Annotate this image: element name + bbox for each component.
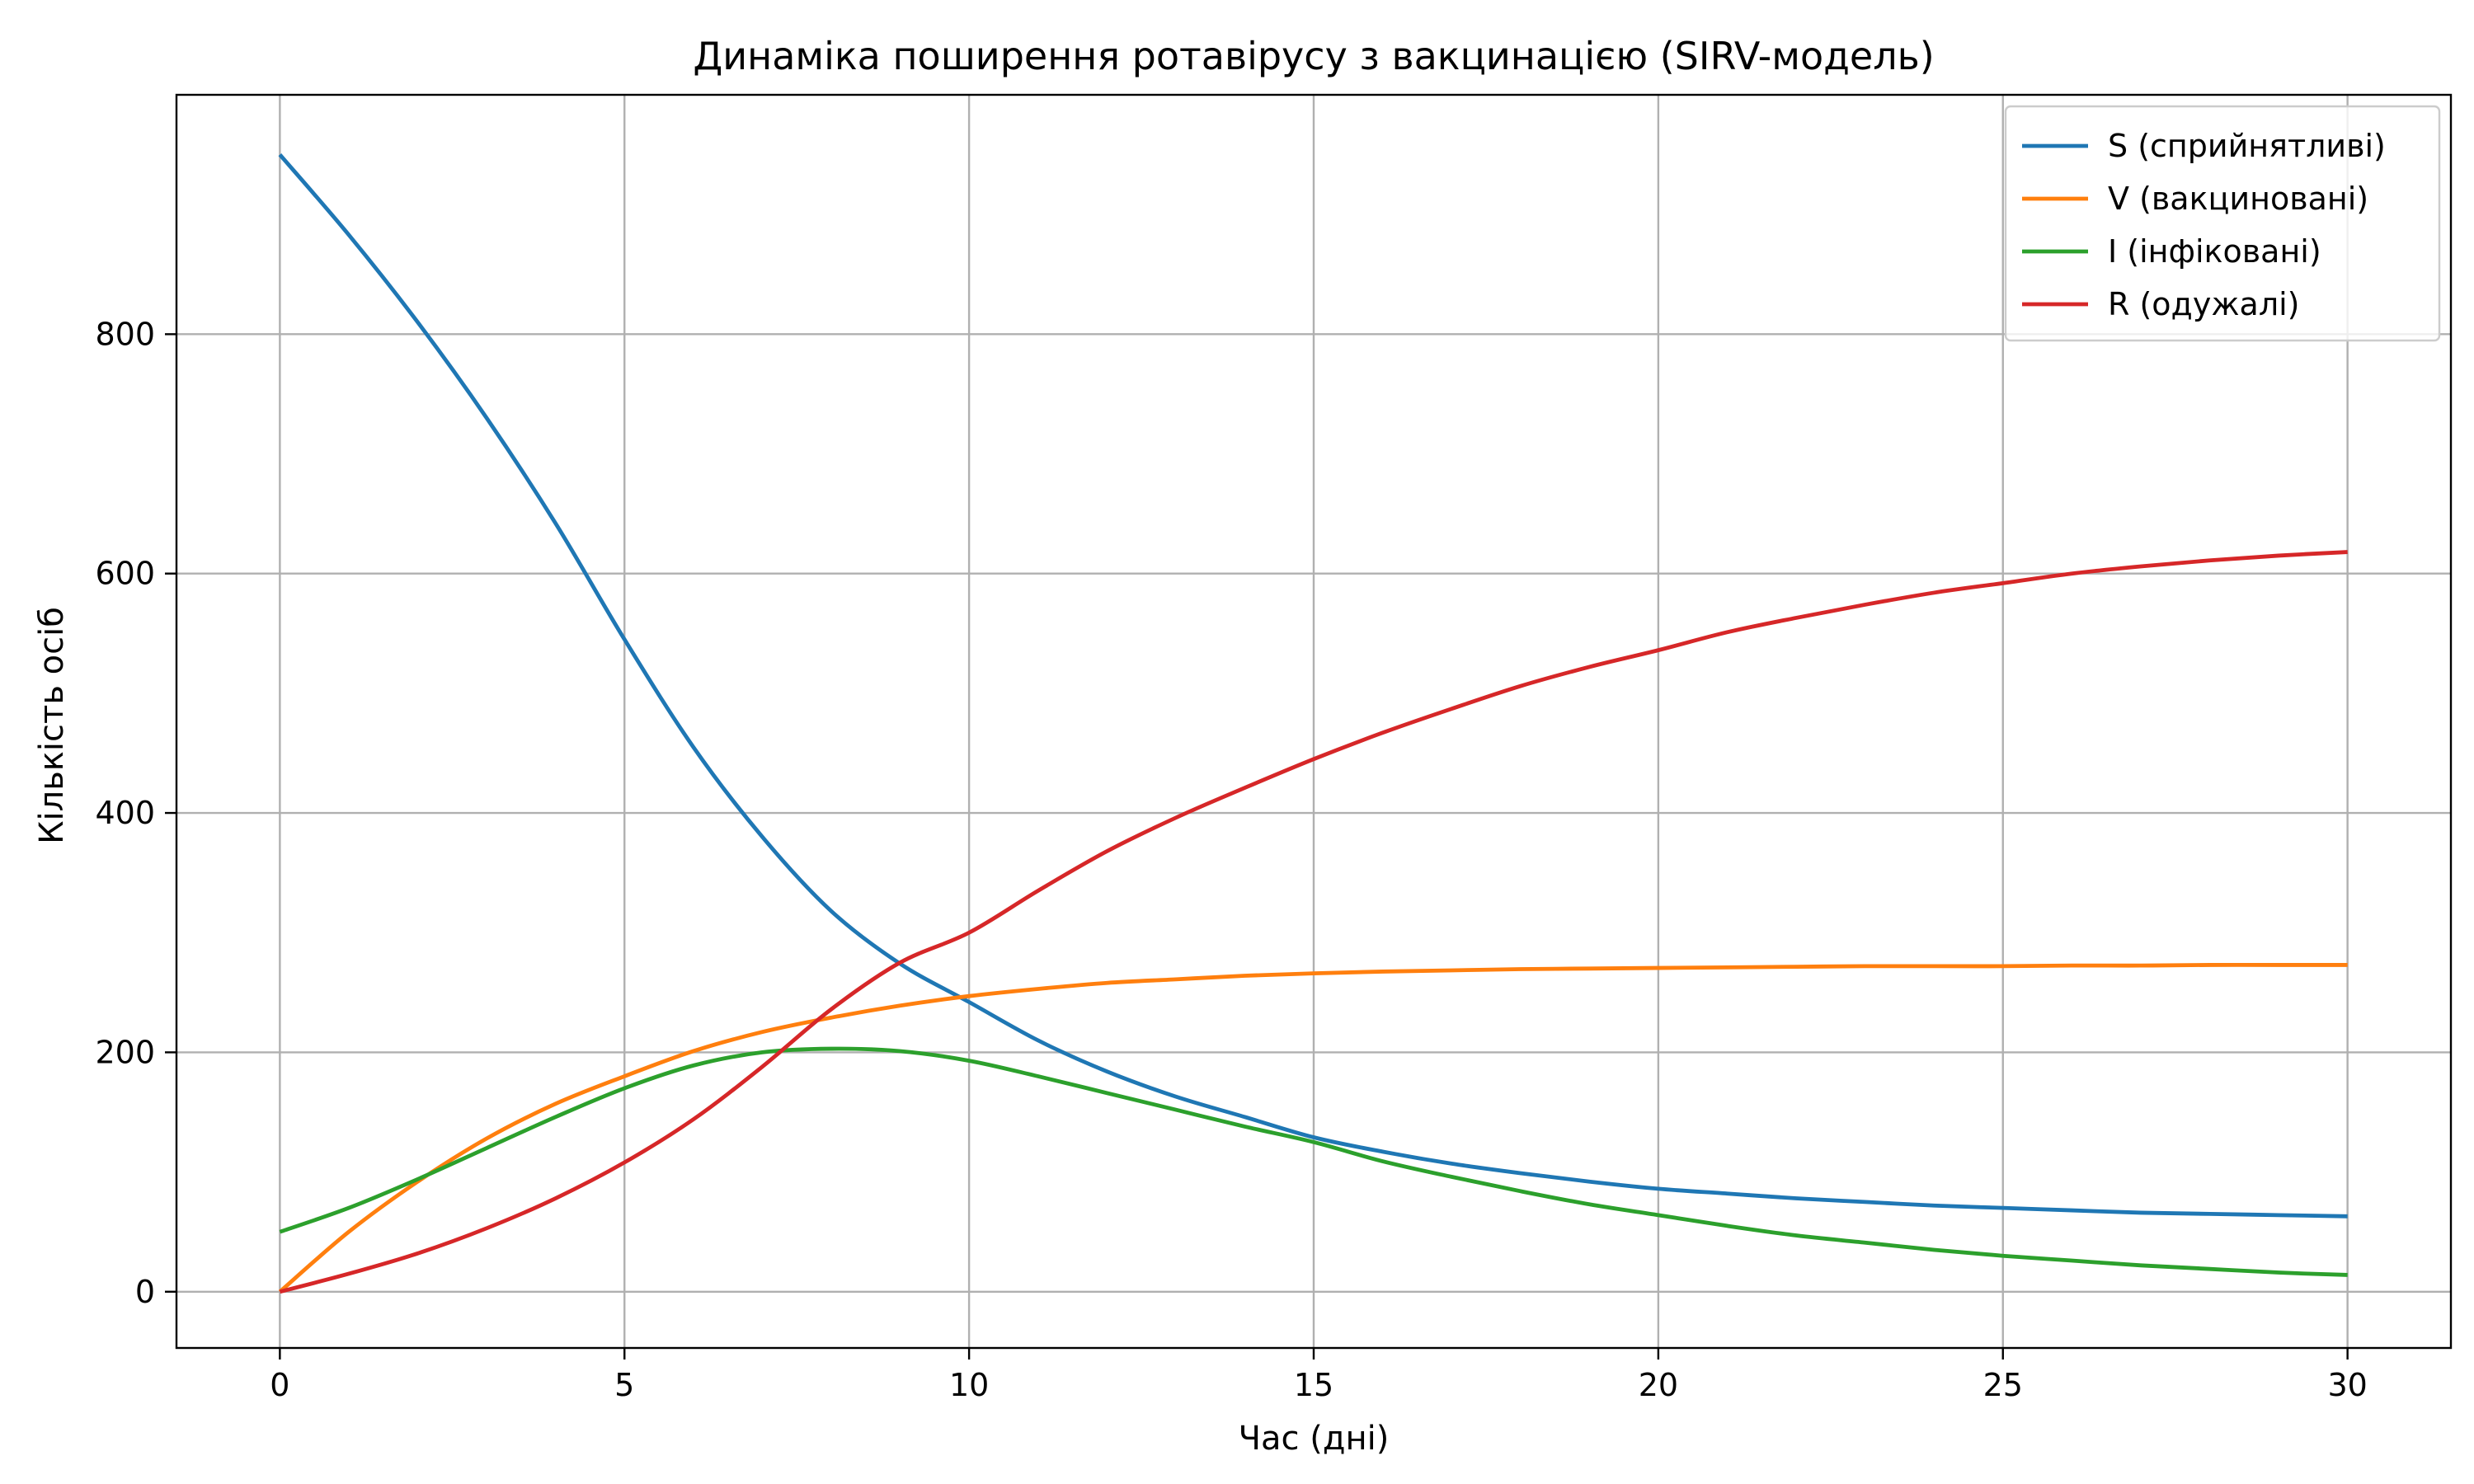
x-tick-label: 25 xyxy=(1983,1367,2023,1403)
x-tick-label: 15 xyxy=(1294,1367,1333,1403)
x-tick-label: 5 xyxy=(614,1367,634,1403)
x-tick-label: 10 xyxy=(949,1367,989,1403)
chart-title: Динаміка поширення ротавірусу з вакцинац… xyxy=(693,34,1934,78)
x-axis: 0 5 10 15 20 25 30 xyxy=(270,1348,2368,1403)
y-axis: 0 200 400 600 800 xyxy=(95,316,176,1310)
legend-entry-label: I (інфіковані) xyxy=(2108,233,2321,270)
y-tick-label: 200 xyxy=(95,1034,155,1070)
y-tick-label: 0 xyxy=(135,1274,155,1310)
y-tick-label: 800 xyxy=(95,316,155,352)
series-group xyxy=(278,153,2348,1294)
legend-entry-label: R (одужалі) xyxy=(2108,286,2300,322)
x-tick-label: 30 xyxy=(2327,1367,2367,1403)
series-line-i xyxy=(279,1046,2348,1277)
legend-box xyxy=(2004,105,2441,342)
legend-entry-label: S (сприйнятливі) xyxy=(2108,128,2386,164)
x-tick-label: 20 xyxy=(1639,1367,1678,1403)
y-tick-label: 400 xyxy=(95,795,155,831)
x-axis-label: Час (дні) xyxy=(1239,1420,1390,1458)
series-line-r xyxy=(279,550,2348,1294)
legend-entry-label: V (вакциновані) xyxy=(2108,181,2368,217)
legend: S (сприйнятливі) V (вакциновані) I (інфіко… xyxy=(2004,105,2441,342)
series-line-s xyxy=(278,153,2348,1219)
y-axis-label: Кількість осіб xyxy=(33,607,71,844)
y-tick-label: 600 xyxy=(95,556,155,592)
x-tick-label: 0 xyxy=(270,1367,289,1403)
series-line-v xyxy=(278,962,2348,1294)
